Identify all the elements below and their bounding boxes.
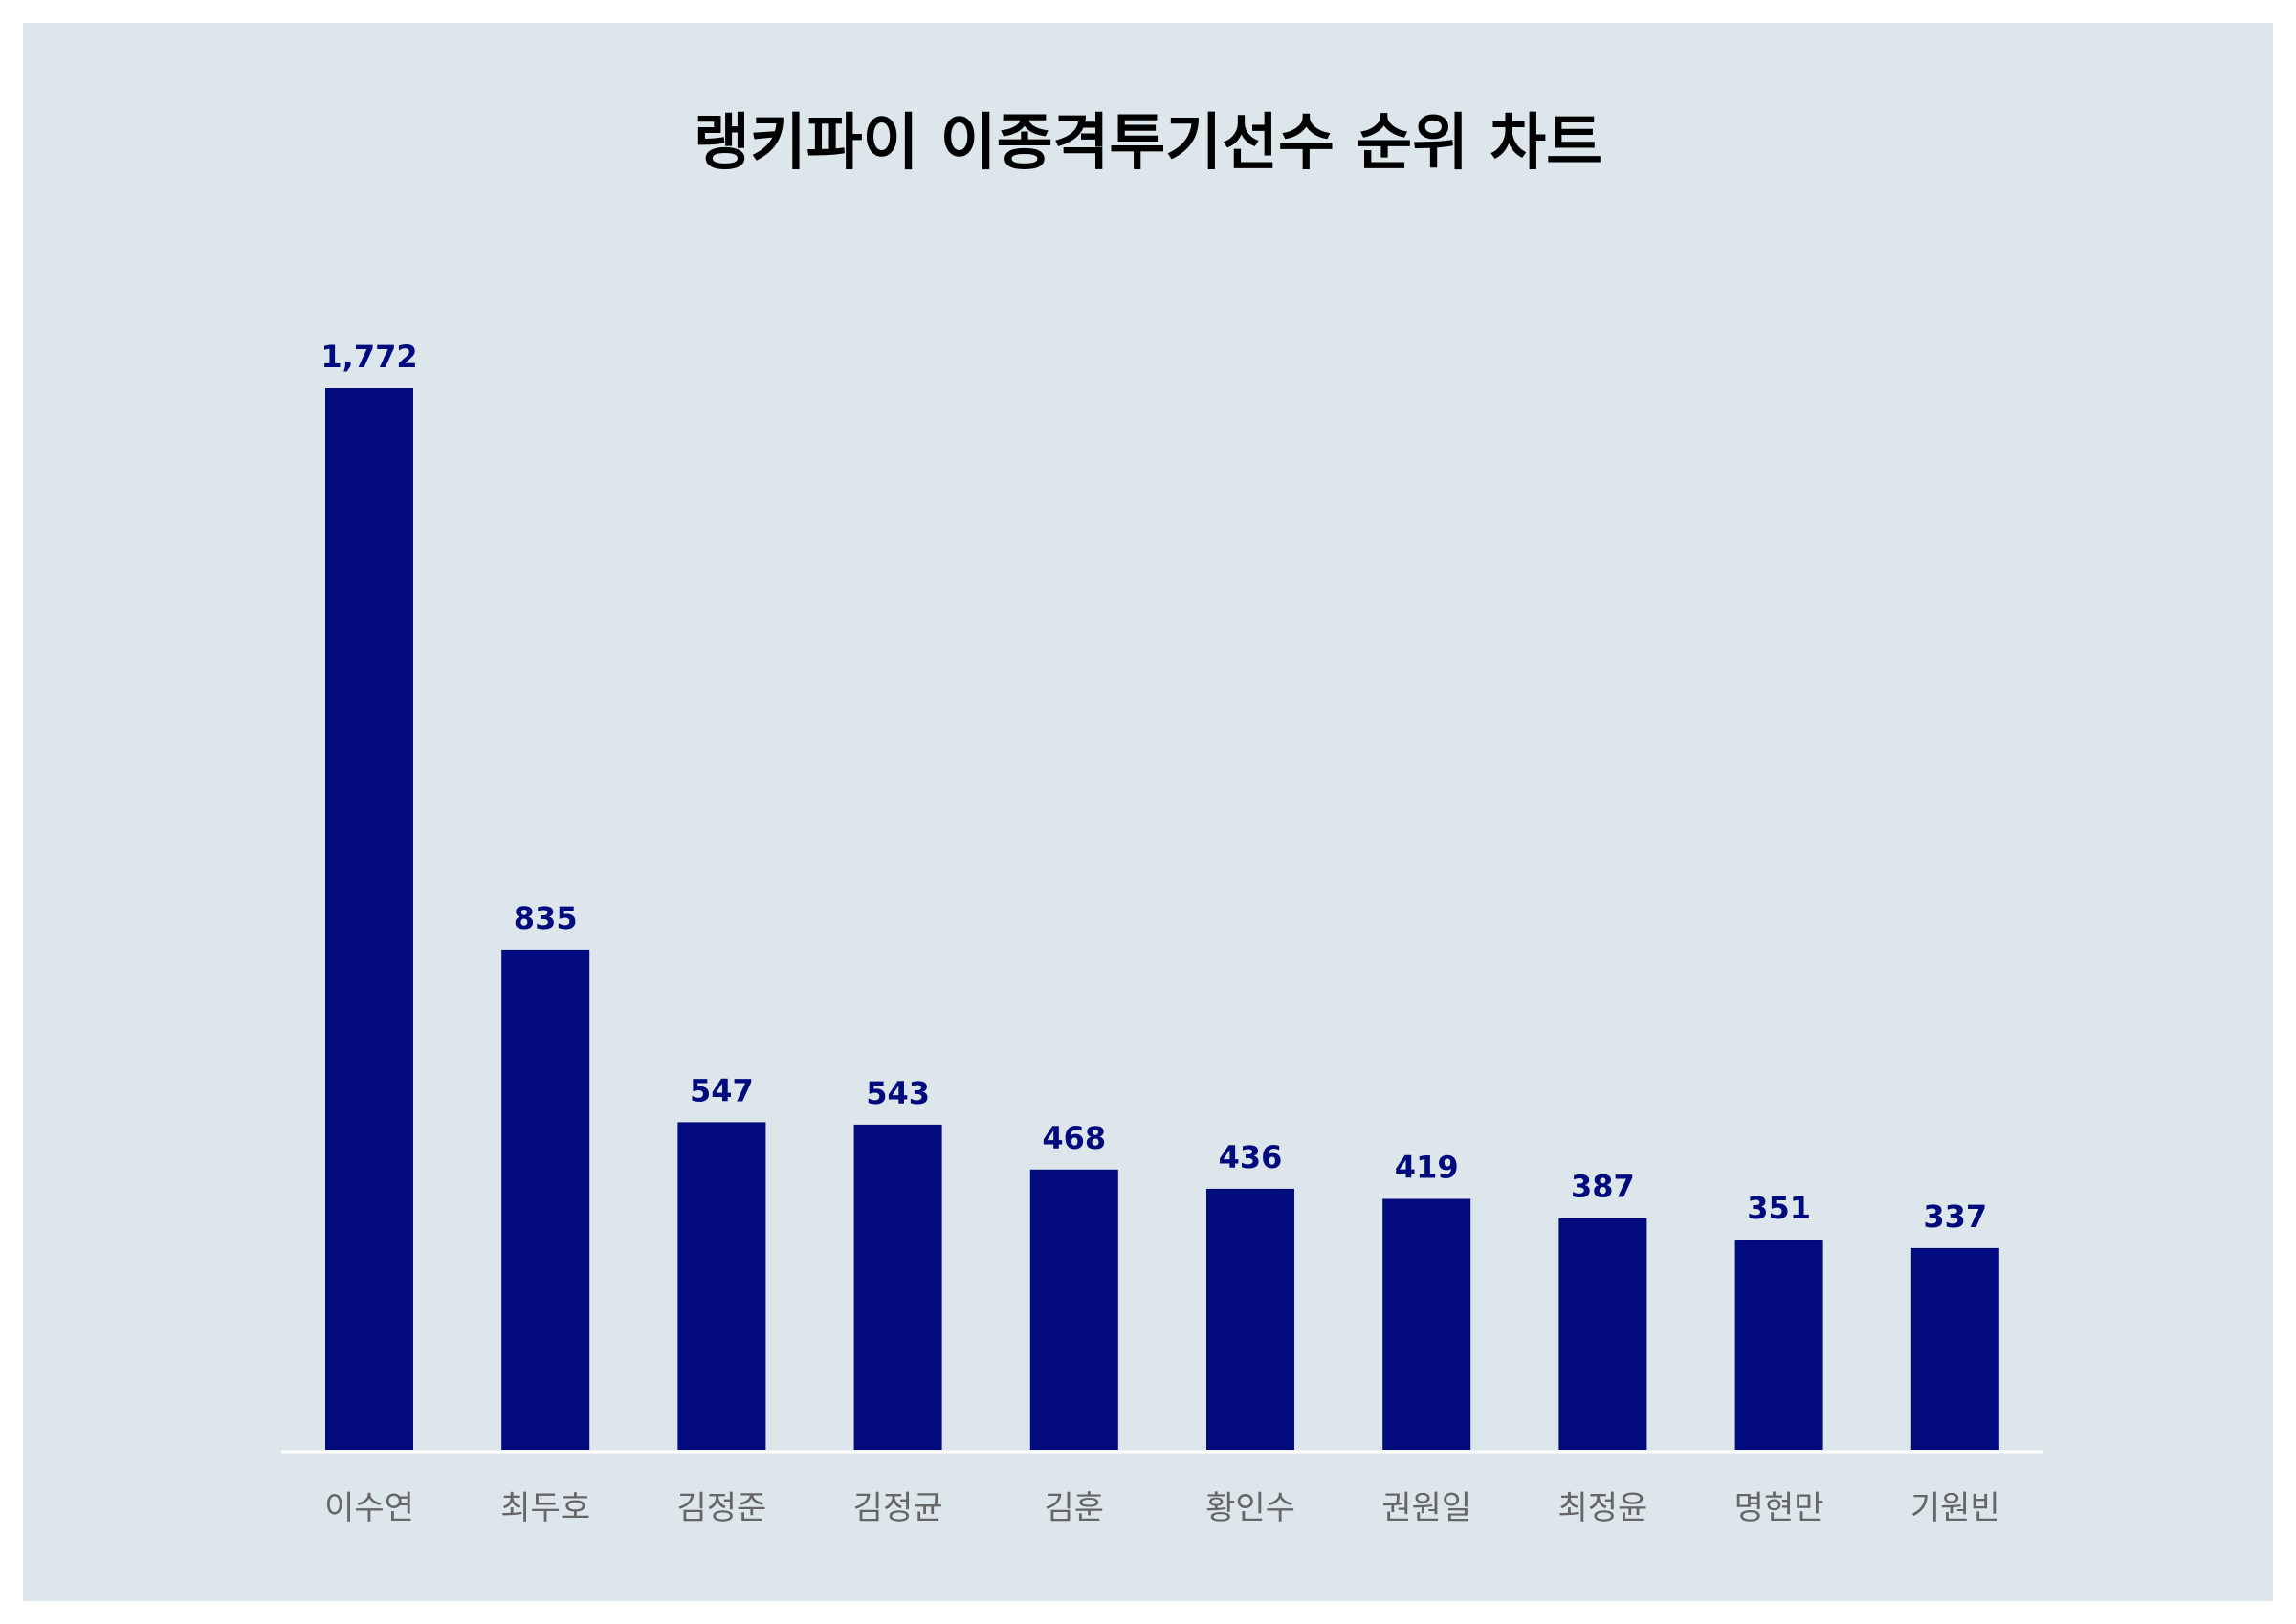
bar-value-label: 351 bbox=[1747, 1190, 1811, 1226]
value-labels-group: 1,772 835 547 543 468 436 419 387 351 337 bbox=[320, 339, 1987, 1235]
bar-3 bbox=[677, 1122, 766, 1450]
bar-value-label: 543 bbox=[866, 1075, 930, 1111]
bar-value-label: 1,772 bbox=[320, 339, 417, 375]
bars-group bbox=[325, 388, 1999, 1450]
bar-7 bbox=[1382, 1198, 1471, 1450]
category-label: 최두호 bbox=[500, 1489, 590, 1527]
bar-1 bbox=[325, 388, 413, 1450]
category-label: 김훈 bbox=[1045, 1489, 1105, 1527]
bar-value-label: 835 bbox=[514, 900, 578, 936]
category-label: 김정준 bbox=[676, 1489, 766, 1527]
bar-value-label: 547 bbox=[690, 1072, 754, 1108]
bar-4 bbox=[853, 1124, 942, 1450]
category-label: 권원일 bbox=[1381, 1489, 1471, 1527]
category-label: 이수연 bbox=[324, 1489, 414, 1527]
bar-9 bbox=[1734, 1240, 1823, 1450]
bar-6 bbox=[1206, 1188, 1294, 1450]
bar-value-label: 337 bbox=[1923, 1198, 1987, 1235]
bar-value-label: 436 bbox=[1219, 1139, 1283, 1175]
bar-2 bbox=[501, 949, 590, 1450]
bar-value-label: 387 bbox=[1571, 1169, 1635, 1205]
category-label: 명현만 bbox=[1734, 1489, 1824, 1527]
bar-10 bbox=[1910, 1247, 1999, 1450]
category-label: 김정균 bbox=[853, 1489, 943, 1527]
category-label: 최정윤 bbox=[1557, 1489, 1647, 1527]
bar-8 bbox=[1558, 1218, 1647, 1450]
category-label: 기원빈 bbox=[1910, 1489, 2000, 1527]
bar-5 bbox=[1029, 1169, 1118, 1450]
chart-title: 랭키파이 이종격투기선수 순위 차트 bbox=[693, 108, 1603, 179]
category-label: 황인수 bbox=[1205, 1489, 1295, 1527]
bar-value-label: 468 bbox=[1042, 1120, 1106, 1156]
category-labels-group: 이수연 최두호 김정준 김정균 김훈 황인수 권원일 최정윤 명현만 기원빈 bbox=[324, 1489, 2000, 1527]
bar-value-label: 419 bbox=[1395, 1150, 1459, 1186]
